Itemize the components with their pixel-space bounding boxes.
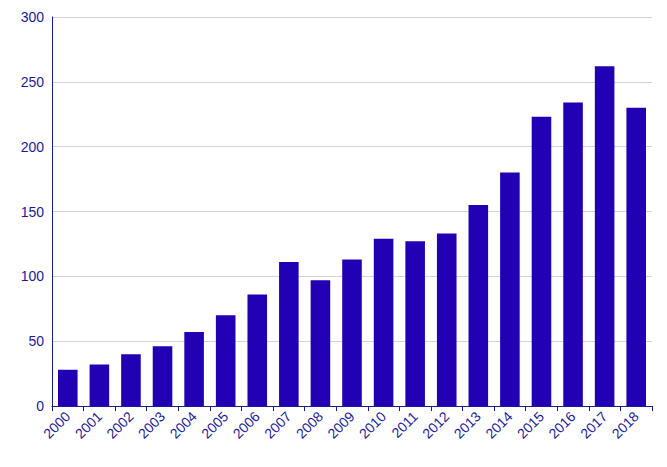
svg-text:250: 250 [21, 74, 45, 90]
svg-text:2012: 2012 [419, 408, 452, 441]
svg-text:2018: 2018 [609, 408, 642, 441]
svg-text:2014: 2014 [482, 408, 515, 441]
svg-text:2013: 2013 [451, 408, 484, 441]
svg-text:2001: 2001 [72, 408, 105, 441]
svg-text:50: 50 [28, 333, 44, 349]
svg-text:100: 100 [21, 268, 45, 284]
svg-text:2016: 2016 [545, 408, 578, 441]
svg-text:200: 200 [21, 139, 45, 155]
svg-text:0: 0 [36, 398, 44, 414]
svg-text:2006: 2006 [230, 408, 263, 441]
svg-text:2008: 2008 [293, 408, 326, 441]
svg-text:2017: 2017 [577, 408, 610, 441]
svg-text:2015: 2015 [514, 408, 547, 441]
svg-text:2011: 2011 [388, 408, 421, 441]
svg-text:2004: 2004 [166, 408, 199, 441]
svg-text:150: 150 [21, 204, 45, 220]
svg-text:2009: 2009 [324, 408, 357, 441]
svg-text:2005: 2005 [198, 408, 231, 441]
svg-text:2007: 2007 [261, 408, 294, 441]
svg-text:2002: 2002 [103, 408, 136, 441]
svg-text:2003: 2003 [135, 408, 168, 441]
svg-text:300: 300 [21, 9, 45, 25]
svg-text:2000: 2000 [40, 408, 73, 441]
svg-text:2010: 2010 [356, 408, 389, 441]
